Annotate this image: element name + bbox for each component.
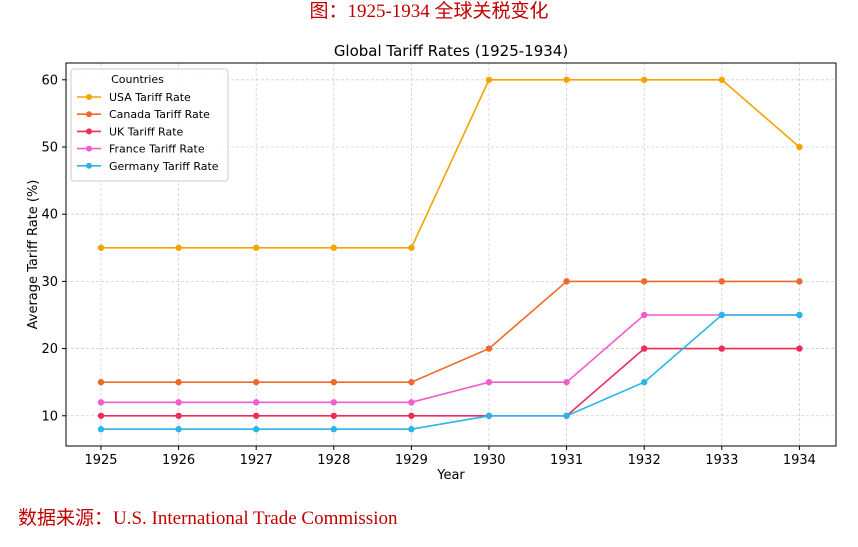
series-germany-tariff-rate — [97, 311, 803, 433]
data-point — [796, 311, 803, 319]
data-point — [641, 378, 648, 386]
data-point — [97, 399, 105, 406]
data-point — [97, 426, 105, 433]
data-point — [485, 345, 493, 352]
data-point — [330, 426, 337, 433]
legend-label: France Tariff Rate — [109, 143, 205, 156]
data-point — [641, 76, 648, 83]
series-canada-tariff-rate — [97, 278, 803, 386]
series-line-germany-tariff-rate — [101, 314, 800, 431]
x-axis-label: Year — [436, 468, 465, 483]
data-source-caption: 数据来源：U.S. International Trade Commission — [18, 508, 398, 529]
legend-swatch-marker — [86, 162, 92, 169]
legend-label: UK Tariff Rate — [109, 125, 184, 138]
legend-item: USA Tariff Rate — [77, 91, 191, 104]
series-line-france-tariff-rate — [101, 314, 800, 404]
data-point — [718, 76, 725, 83]
data-point — [253, 399, 260, 406]
legend-swatch-marker — [86, 111, 92, 118]
x-tick-label: 1932 — [628, 453, 661, 468]
data-point — [796, 143, 803, 151]
x-tick-label: 1928 — [317, 453, 350, 468]
x-tick-label: 1930 — [472, 453, 505, 468]
legend-item: Germany Tariff Rate — [77, 160, 219, 173]
data-point — [175, 412, 182, 419]
data-point — [97, 412, 105, 419]
legend-label: Canada Tariff Rate — [109, 108, 210, 121]
series-line-usa-tariff-rate — [101, 79, 800, 249]
legend-box — [70, 68, 229, 182]
data-point — [330, 378, 337, 386]
x-tick-label: 1929 — [395, 453, 428, 468]
data-point — [408, 412, 415, 419]
data-point — [253, 244, 260, 251]
legend-swatch-marker — [86, 128, 92, 135]
x-tick-label: 1931 — [550, 453, 583, 468]
legend-title: Countries — [111, 73, 164, 86]
data-point — [485, 76, 493, 83]
legend-item: Canada Tariff Rate — [77, 108, 210, 121]
chart-title: Global Tariff Rates (1925-1934) — [334, 42, 568, 60]
y-axis-ticks: 10 20 30 40 50 60 — [41, 73, 66, 424]
data-point — [641, 278, 648, 285]
data-point — [718, 345, 725, 352]
data-point — [485, 412, 493, 419]
data-point — [408, 426, 415, 433]
y-tick-label: 20 — [41, 342, 58, 357]
data-point — [641, 345, 648, 352]
plot-frame — [65, 62, 837, 447]
x-tick-label: 1933 — [705, 453, 738, 468]
series-usa-tariff-rate — [97, 76, 803, 251]
legend-item: UK Tariff Rate — [77, 125, 184, 138]
data-point — [408, 244, 415, 251]
y-tick-label: 10 — [41, 409, 58, 424]
data-point — [563, 76, 570, 83]
data-point — [253, 378, 260, 386]
x-tick-label: 1925 — [84, 453, 117, 468]
data-point — [796, 345, 803, 352]
x-tick-label: 1934 — [783, 453, 816, 468]
legend-label: USA Tariff Rate — [109, 91, 191, 104]
data-point — [563, 378, 570, 386]
data-point — [796, 278, 803, 285]
y-tick-label: 40 — [41, 208, 58, 223]
data-point — [330, 412, 337, 419]
data-point — [563, 278, 570, 285]
x-tick-label: 1926 — [162, 453, 195, 468]
series-layer — [97, 76, 803, 433]
y-tick-label: 30 — [41, 275, 58, 290]
data-point — [408, 399, 415, 406]
data-point — [563, 412, 570, 419]
data-point — [408, 378, 415, 386]
data-point — [330, 399, 337, 406]
legend-swatch-marker — [86, 145, 92, 152]
data-point — [330, 244, 337, 251]
x-axis-ticks: 1925 1926 1927 1928 1929 1930 1931 1932 1933 1934 — [84, 446, 816, 468]
legend-item: France Tariff Rate — [77, 143, 205, 156]
legend-swatch-marker — [86, 94, 92, 100]
data-point — [175, 399, 182, 406]
y-tick-label: 50 — [41, 140, 58, 155]
data-point — [641, 311, 648, 319]
y-tick-label: 60 — [41, 73, 58, 88]
series-france-tariff-rate — [97, 311, 803, 406]
data-point — [175, 378, 182, 386]
figure-caption: 图：1925-1934 全球关税变化 — [309, 1, 549, 22]
data-point — [718, 311, 725, 319]
legend-label: Germany Tariff Rate — [109, 160, 219, 173]
data-point — [175, 244, 182, 251]
data-point — [485, 378, 493, 386]
data-point — [175, 426, 182, 433]
data-point — [97, 378, 105, 386]
data-point — [253, 426, 260, 433]
chart-legend: Countries USA Tariff Rate Canada Tariff Ra… — [70, 68, 229, 182]
data-point — [97, 244, 105, 251]
y-axis-label: Average Tariff Rate (%) — [26, 180, 41, 330]
data-point — [718, 278, 725, 285]
x-tick-label: 1927 — [240, 453, 273, 468]
data-point — [253, 412, 260, 419]
series-line-canada-tariff-rate — [101, 280, 800, 384]
